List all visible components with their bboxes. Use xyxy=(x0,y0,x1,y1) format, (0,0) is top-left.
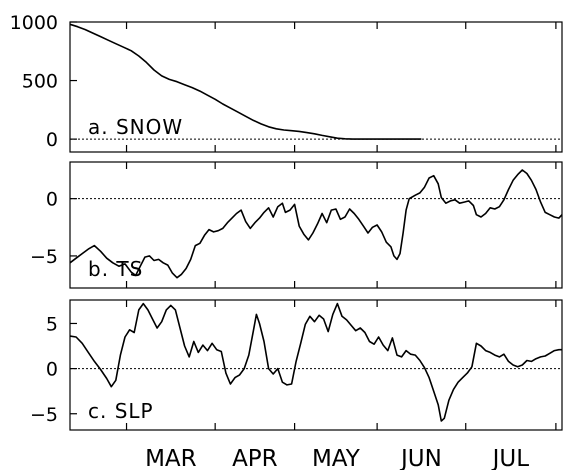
snow-panel-frame xyxy=(69,21,563,153)
month-label-jul: JUL xyxy=(491,446,530,470)
month-label-mar: MAR xyxy=(145,446,197,470)
snow-series-line xyxy=(69,23,422,140)
snow-y-tick-label: 0 xyxy=(46,129,58,151)
slp-y-tick-label: 0 xyxy=(46,359,58,381)
slp-y-tick-label: 5 xyxy=(46,313,58,335)
ts-y-tick-label: −5 xyxy=(30,246,58,268)
slp-panel-frame xyxy=(69,299,563,431)
slp-panel-label: c. SLP xyxy=(88,399,154,423)
month-label-may: MAY xyxy=(312,446,361,470)
ts-panel-frame xyxy=(69,161,563,289)
slp-y-tick-label: −5 xyxy=(30,404,58,426)
ts-series-line xyxy=(69,169,563,279)
slp-series-line xyxy=(69,302,562,422)
snow-y-tick-label: 1000 xyxy=(10,12,58,34)
ts-panel-label: b. TS xyxy=(88,257,143,281)
ts-y-tick-label: 0 xyxy=(46,189,58,211)
chart-marks: 0 500 1000 −5 0 −5 0 5 MAR APR MAY JUN JUL xyxy=(10,12,563,470)
month-label-jun: JUN xyxy=(399,446,442,470)
snow-panel-label: a. SNOW xyxy=(88,115,183,139)
snow-y-tick-label: 500 xyxy=(22,71,58,93)
month-label-apr: APR xyxy=(232,446,278,470)
